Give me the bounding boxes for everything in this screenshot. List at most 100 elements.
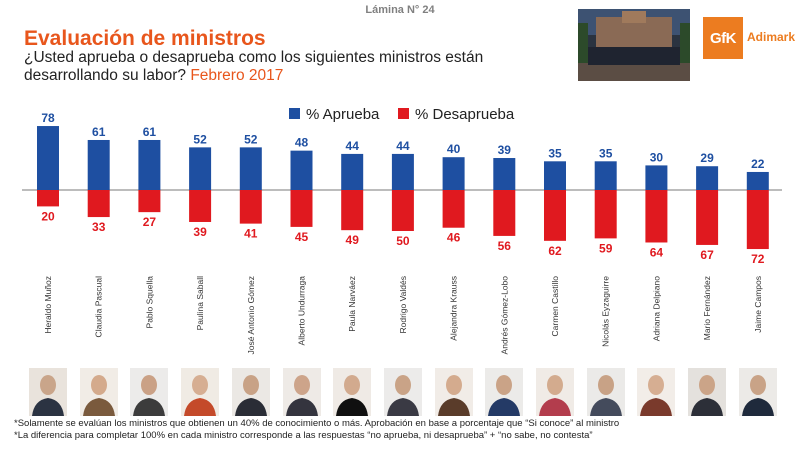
x-tick-label: Heraldo Muñoz: [43, 276, 53, 334]
data-label-approve: 78: [41, 111, 55, 125]
bar-disapprove: [37, 190, 59, 207]
x-tick-label: Alberto Undurraga: [297, 276, 307, 346]
minister-portrait: [79, 368, 118, 416]
x-tick-label: Claudia Pascual: [94, 276, 104, 338]
data-label-disapprove: 39: [193, 225, 207, 239]
data-label-disapprove: 33: [92, 220, 106, 234]
bar-disapprove: [594, 190, 617, 239]
bar-disapprove: [87, 190, 110, 218]
bar-disapprove: [746, 190, 769, 250]
data-label-approve: 35: [548, 146, 562, 160]
bar-approve: [290, 150, 313, 190]
data-label-approve: 44: [346, 139, 360, 153]
survey-date: Febrero 2017: [190, 67, 284, 84]
minister-portrait: [485, 368, 524, 416]
minister-approval-chart: % Aprueba % Desaprueba 78 20 Heraldo Muñoz…: [22, 106, 782, 355]
legend-label-disapprove: % Desaprueba: [415, 106, 515, 123]
data-label-disapprove: 45: [295, 230, 309, 244]
bar-approve: [239, 147, 262, 190]
legend-label-approve: % Aprueba: [306, 106, 380, 123]
bar-approve: [391, 153, 414, 190]
chart-legend: % Aprueba % Desaprueba: [289, 106, 515, 123]
data-label-approve: 61: [143, 125, 157, 139]
data-label-disapprove: 41: [244, 227, 258, 241]
minister-portraits: [0, 368, 800, 416]
adimark-text: Adimark: [747, 30, 796, 44]
government-palace-photo: [578, 9, 690, 81]
bar-approve: [37, 126, 59, 190]
x-tick-label: Paulina Saball: [195, 276, 205, 330]
bar-disapprove: [391, 190, 414, 231]
legend-swatch-approve: [289, 108, 300, 119]
data-label-approve: 44: [396, 139, 410, 153]
minister-portrait: [333, 368, 372, 416]
data-label-disapprove: 27: [143, 215, 157, 229]
x-tick-label: Nicolás Eyzaguirre: [601, 276, 611, 347]
legend-swatch-disapprove: [398, 108, 409, 119]
bar-disapprove: [544, 190, 566, 241]
data-label-approve: 22: [751, 157, 765, 171]
footnote-1: *Solamente se evalúan los ministros que …: [14, 418, 620, 429]
data-label-approve: 35: [599, 146, 613, 160]
data-label-disapprove: 64: [650, 245, 664, 259]
bar-disapprove: [696, 190, 719, 245]
data-label-disapprove: 62: [548, 244, 562, 258]
x-tick-label: Andrés Gómez-Lobo: [499, 276, 509, 355]
minister-portrait: [738, 368, 777, 416]
minister-portrait: [282, 368, 321, 416]
data-label-approve: 61: [92, 125, 106, 139]
bar-disapprove: [493, 190, 516, 236]
bar-approve: [442, 157, 465, 190]
bar-approve: [746, 171, 769, 190]
gfk-mark: GfK: [703, 17, 743, 59]
bar-approve: [696, 166, 719, 190]
survey-question: ¿Usted aprueba o desaprueba como los sig…: [24, 49, 564, 85]
minister-portrait: [29, 368, 67, 416]
bar-approve: [189, 147, 212, 190]
data-label-disapprove: 67: [700, 248, 714, 262]
minister-portrait: [688, 368, 727, 416]
x-tick-label: Pablo Squella: [144, 276, 154, 329]
x-tick-label: Mario Fernández: [702, 276, 712, 340]
bar-approve: [493, 158, 516, 190]
minister-portrait: [130, 368, 169, 416]
minister-portrait: [181, 368, 220, 416]
bar-disapprove: [442, 190, 465, 228]
data-label-approve: 39: [498, 143, 512, 157]
x-tick-label: Rodrigo Valdés: [398, 276, 408, 334]
bar-approve: [341, 153, 364, 190]
x-tick-label: Alejandra Krauss: [449, 276, 459, 341]
data-label-disapprove: 46: [447, 231, 461, 245]
footnote-2: *La diferencia para completar 100% en ca…: [14, 430, 593, 441]
x-tick-label: Carmen Castillo: [550, 276, 560, 337]
minister-portrait: [231, 368, 270, 416]
question-text: ¿Usted aprueba o desaprueba como los sig…: [24, 49, 484, 84]
x-tick-label: Paula Narváez: [347, 276, 357, 332]
data-label-disapprove: 20: [41, 209, 55, 223]
bar-disapprove: [341, 190, 364, 231]
slide-number: Lámina N° 24: [365, 4, 435, 16]
x-tick-label: Jaime Campos: [753, 276, 763, 333]
data-label-disapprove: 56: [498, 239, 512, 253]
bar-disapprove: [138, 190, 161, 213]
x-tick-label: José Antonio Gómez: [246, 276, 256, 354]
data-label-approve: 52: [193, 132, 207, 146]
minister-portrait: [586, 368, 625, 416]
bar-disapprove: [290, 190, 313, 227]
minister-portrait: [637, 368, 676, 416]
data-label-approve: 48: [295, 136, 309, 150]
data-label-approve: 52: [244, 132, 258, 146]
page-title: Evaluación de ministros: [24, 27, 266, 50]
data-label-approve: 40: [447, 142, 461, 156]
bar-approve: [87, 139, 110, 190]
bar-approve: [645, 165, 668, 190]
bar-approve: [138, 139, 161, 190]
data-label-disapprove: 50: [396, 234, 410, 248]
minister-portrait: [536, 368, 574, 416]
minister-portrait: [434, 368, 473, 416]
bar-approve: [544, 161, 566, 190]
bar-disapprove: [239, 190, 262, 224]
minister-portrait: [383, 368, 422, 416]
bar-approve: [594, 161, 617, 190]
gfk-adimark-logo: GfK Adimark: [703, 17, 799, 59]
